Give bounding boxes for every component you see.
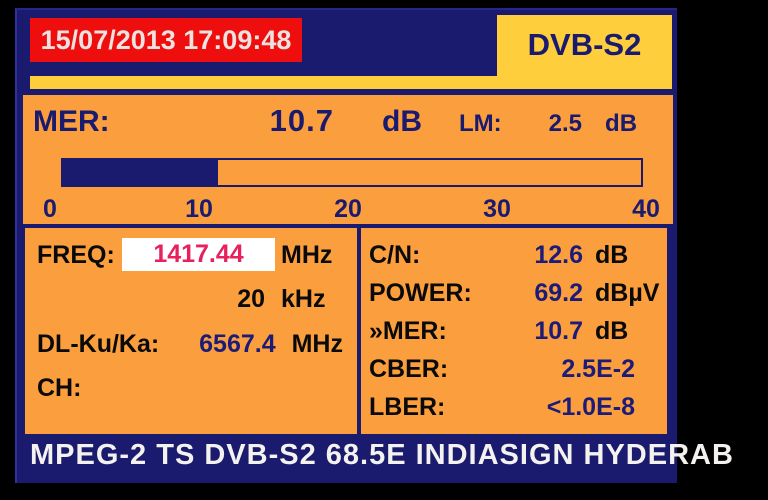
power-unit: dBµV xyxy=(595,279,660,307)
lber-unit xyxy=(635,392,661,422)
datetime-display: 15/07/2013 17:09:48 xyxy=(30,18,302,62)
datetime-text: 15/07/2013 17:09:48 xyxy=(40,25,292,55)
cber-unit xyxy=(635,354,661,384)
mer-bar-scale: 0 10 20 30 40 xyxy=(43,195,660,223)
scale-tick-0: 0 xyxy=(43,195,57,223)
dvb-standard-badge: DVB-S2 xyxy=(497,15,672,89)
transport-stream-info: MPEG-2 TS DVB-S2 68.5E INDIASIGN HYDERAB xyxy=(30,439,734,471)
cn-row: C/N: 12.6 dB xyxy=(369,240,661,270)
scale-tick-40: 40 xyxy=(632,195,660,223)
mer-unit: dB xyxy=(382,105,422,138)
lber-label: LBER: xyxy=(369,393,446,421)
channel-row: CH: xyxy=(37,374,343,402)
cn-label: C/N: xyxy=(369,241,421,269)
power-row: POWER: 69.2 dBµV xyxy=(369,278,661,308)
downlink-value: 6567.4 xyxy=(199,330,276,358)
cber-label: CBER: xyxy=(369,355,449,383)
frequency-label: FREQ: xyxy=(37,240,115,269)
link-margin-value: 2.5 xyxy=(548,110,583,137)
scale-tick-30: 30 xyxy=(483,195,511,223)
cn-unit: dB xyxy=(595,241,629,269)
frequency-panel: FREQ: 1417.44 MHz 20 kHz DL-Ku/Ka: 6567.… xyxy=(25,228,357,434)
standard-label: DVB-S2 xyxy=(527,27,642,62)
power-value: 69.2 xyxy=(534,279,583,307)
channel-label: CH: xyxy=(37,374,82,402)
mer-label: MER: xyxy=(33,105,110,138)
downlink-row: DL-Ku/Ka: 6567.4 MHz xyxy=(37,330,343,358)
power-label: POWER: xyxy=(369,279,472,307)
step-row: 20 kHz xyxy=(37,285,343,313)
mer2-label: »MER: xyxy=(369,317,447,345)
step-value: 20 xyxy=(237,285,265,313)
mer-bar-gauge xyxy=(61,158,643,187)
cber-row: CBER: 2.5E-2 xyxy=(369,354,661,384)
measurements-panel: C/N: 12.6 dB POWER: 69.2 dBµV »MER: 10.7… xyxy=(361,228,667,434)
mer-gauge-panel: MER: 10.7 dB LM: 2.5 dB 0 10 20 30 40 xyxy=(23,95,673,224)
mer-value: 10.7 xyxy=(269,103,334,138)
lber-row: LBER: <1.0E-8 xyxy=(369,392,661,422)
lber-value: <1.0E-8 xyxy=(546,393,635,421)
scale-tick-10: 10 xyxy=(185,195,213,223)
frequency-value-field: 1417.44 xyxy=(122,238,275,271)
step-unit: kHz xyxy=(281,285,326,313)
frequency-row: FREQ: 1417.44 MHz xyxy=(37,238,343,271)
downlink-unit: MHz xyxy=(291,330,343,358)
cber-value: 2.5E-2 xyxy=(561,355,635,383)
link-margin-unit: dB xyxy=(605,110,638,137)
cn-value: 12.6 xyxy=(534,241,583,269)
mer-bar-fill xyxy=(63,160,218,185)
mer2-row: »MER: 10.7 dB xyxy=(369,316,661,346)
mer2-value: 10.7 xyxy=(534,317,583,345)
downlink-label: DL-Ku/Ka: xyxy=(37,330,160,358)
frequency-unit: MHz xyxy=(281,240,333,269)
link-margin-label: LM: xyxy=(459,110,502,137)
mer-readout-row: MER: 10.7 dB LM: 2.5 dB xyxy=(23,95,673,139)
mer2-unit: dB xyxy=(595,317,629,345)
scale-tick-20: 20 xyxy=(334,195,362,223)
meter-screen: 15/07/2013 17:09:48 DVB-S2 MER: 10.7 dB … xyxy=(15,8,733,483)
